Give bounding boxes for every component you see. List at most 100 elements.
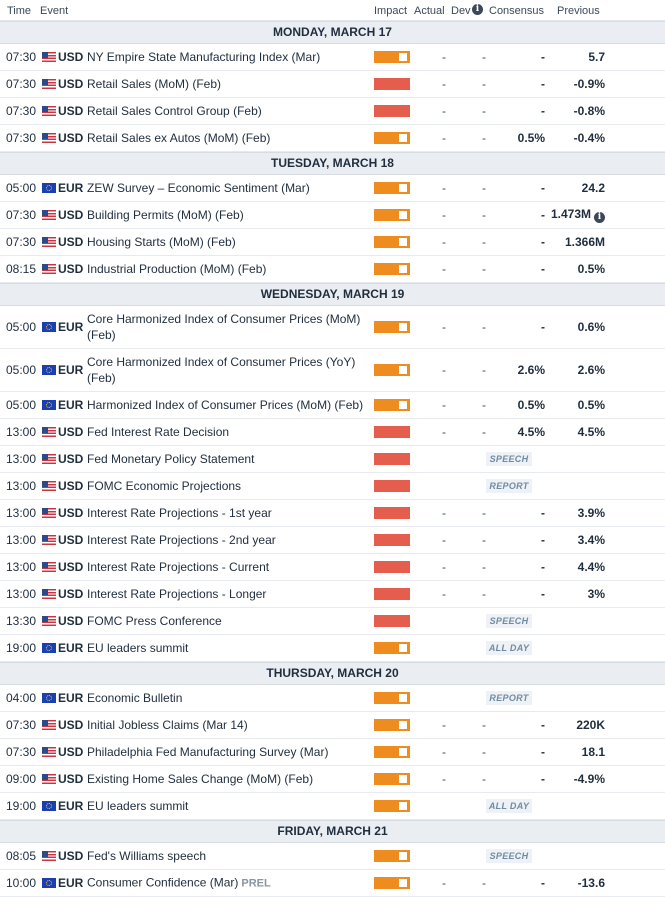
event-name[interactable]: Housing Starts (MoM) (Feb) <box>87 234 367 250</box>
event-row[interactable]: 13:00 USD Interest Rate Projections - 1st … <box>0 500 665 527</box>
event-name-text[interactable]: Industrial Production (MoM) (Feb) <box>87 262 267 276</box>
event-row[interactable]: 10:00 EUR Consumer Confidence (Mar) PREL - - -… <box>0 870 665 897</box>
event-row[interactable]: 05:00 EUR Core Harmonized Index of Consume… <box>0 306 665 349</box>
event-name-text[interactable]: Consumer Confidence (Mar) <box>87 875 239 890</box>
event-row[interactable]: 13:00 USD FOMC Economic Projections REPORT <box>0 473 665 500</box>
column-previous[interactable]: Previous <box>557 5 600 17</box>
event-name[interactable]: Industrial Production (MoM) (Feb) <box>87 261 367 277</box>
dev-value: - <box>482 718 486 732</box>
event-name-text[interactable]: Interest Rate Projections - 2nd year <box>87 533 276 547</box>
event-name-text[interactable]: Fed Interest Rate Decision <box>87 425 230 439</box>
event-name-text[interactable]: Fed's Williams speech <box>87 849 206 863</box>
dev-value: - <box>482 560 486 574</box>
event-name-text[interactable]: Philadelphia Fed Manufacturing Survey (M… <box>87 745 329 759</box>
event-row[interactable]: 19:00 EUR EU leaders summit ALL DAY <box>0 793 665 820</box>
event-name[interactable]: Interest Rate Projections - 1st year <box>87 505 367 521</box>
event-row[interactable]: 07:30 USD NY Empire State Manufacturing In… <box>0 44 665 71</box>
event-row[interactable]: 19:00 EUR EU leaders summit ALL DAY <box>0 635 665 662</box>
revised-info-icon[interactable]: i <box>594 212 605 223</box>
us-flag-icon <box>42 720 56 730</box>
event-name[interactable]: Interest Rate Projections - Longer <box>87 586 367 602</box>
event-row[interactable]: 05:00 EUR Harmonized Index of Consumer Pri… <box>0 392 665 419</box>
event-name[interactable]: Core Harmonized Index of Consumer Prices… <box>87 354 367 386</box>
event-name-text[interactable]: FOMC Economic Projections <box>87 479 242 493</box>
event-name[interactable]: Consumer Confidence (Mar) PREL <box>87 875 367 892</box>
column-event[interactable]: Event <box>40 5 69 17</box>
event-row[interactable]: 13:30 USD FOMC Press Conference SPEECH <box>0 608 665 635</box>
event-name[interactable]: Retail Sales (MoM) (Feb) <box>87 76 367 92</box>
event-name-text[interactable]: Retail Sales (MoM) (Feb) <box>87 77 222 91</box>
column-consensus[interactable]: Consensus <box>489 5 545 17</box>
event-name[interactable]: Philadelphia Fed Manufacturing Survey (M… <box>87 744 367 760</box>
event-name-text[interactable]: Building Permits (MoM) (Feb) <box>87 208 244 222</box>
event-row[interactable]: 07:30 USD Building Permits (MoM) (Feb) - - -1… <box>0 202 665 229</box>
event-name-text[interactable]: Interest Rate Projections - 1st year <box>87 506 272 520</box>
event-tag-speech: SPEECH <box>486 849 532 863</box>
event-name-text[interactable]: FOMC Press Conference <box>87 614 222 628</box>
event-name[interactable]: Existing Home Sales Change (MoM) (Feb) <box>87 771 367 787</box>
dev-info-icon[interactable]: i <box>472 4 483 15</box>
event-name-text[interactable]: Retail Sales Control Group (Feb) <box>87 104 262 118</box>
event-name[interactable]: Building Permits (MoM) (Feb) <box>87 207 367 223</box>
event-name-text[interactable]: NY Empire State Manufacturing Index (Mar… <box>87 50 321 64</box>
event-row[interactable]: 08:15 USD Industrial Production (MoM) (Feb… <box>0 256 665 283</box>
event-row[interactable]: 07:30 USD Housing Starts (MoM) (Feb) - - - 1.3… <box>0 229 665 256</box>
event-name-text[interactable]: EU leaders summit <box>87 799 189 813</box>
event-name[interactable]: FOMC Economic Projections <box>87 478 367 494</box>
event-row[interactable]: 07:30 USD Retail Sales (MoM) (Feb) - - - -0.9% <box>0 71 665 98</box>
event-row[interactable]: 13:00 USD Interest Rate Projections - 2nd … <box>0 527 665 554</box>
event-row[interactable]: 09:00 USD Existing Home Sales Change (MoM)… <box>0 766 665 793</box>
event-currency: EUR <box>58 181 84 195</box>
event-row[interactable]: 13:00 USD Interest Rate Projections - Curr… <box>0 554 665 581</box>
event-name[interactable]: FOMC Press Conference <box>87 613 367 629</box>
event-row[interactable]: 07:30 USD Initial Jobless Claims (Mar 14) -… <box>0 712 665 739</box>
impact-high-bar <box>374 561 410 573</box>
event-row[interactable]: 07:30 USD Retail Sales ex Autos (MoM) (Feb… <box>0 125 665 152</box>
event-name-text[interactable]: Core Harmonized Index of Consumer Prices… <box>87 312 361 342</box>
event-row[interactable]: 08:05 USD Fed's Williams speech SPEECH <box>0 843 665 870</box>
event-name[interactable]: Initial Jobless Claims (Mar 14) <box>87 717 367 733</box>
event-name-text[interactable]: Retail Sales ex Autos (MoM) (Feb) <box>87 131 271 145</box>
event-name-text[interactable]: EU leaders summit <box>87 641 189 655</box>
event-name[interactable]: Interest Rate Projections - Current <box>87 559 367 575</box>
event-name[interactable]: Economic Bulletin <box>87 690 367 706</box>
event-name-text[interactable]: ZEW Survey – Economic Sentiment (Mar) <box>87 181 310 195</box>
event-name[interactable]: Retail Sales Control Group (Feb) <box>87 103 367 119</box>
event-time: 08:15 <box>6 262 37 276</box>
event-name-text[interactable]: Housing Starts (MoM) (Feb) <box>87 235 236 249</box>
event-time: 07:30 <box>6 104 37 118</box>
event-name-text[interactable]: Initial Jobless Claims (Mar 14) <box>87 718 248 732</box>
event-name[interactable]: NY Empire State Manufacturing Index (Mar… <box>87 49 367 65</box>
column-dev[interactable]: Dev <box>451 5 471 17</box>
column-time[interactable]: Time <box>7 5 32 17</box>
event-name-text[interactable]: Core Harmonized Index of Consumer Prices… <box>87 355 356 385</box>
event-row[interactable]: 07:30 USD Retail Sales Control Group (Feb)… <box>0 98 665 125</box>
event-name[interactable]: Retail Sales ex Autos (MoM) (Feb) <box>87 130 367 146</box>
event-name[interactable]: ZEW Survey – Economic Sentiment (Mar) <box>87 180 367 196</box>
event-row[interactable]: 13:00 USD Fed Monetary Policy Statement SPE… <box>0 446 665 473</box>
event-name[interactable]: Fed's Williams speech <box>87 848 367 864</box>
event-name[interactable]: EU leaders summit <box>87 798 367 814</box>
event-row[interactable]: 04:00 EUR Economic Bulletin REPORT <box>0 685 665 712</box>
event-name[interactable]: Interest Rate Projections - 2nd year <box>87 532 367 548</box>
event-name-text[interactable]: Harmonized Index of Consumer Prices (MoM… <box>87 398 364 412</box>
event-name[interactable]: Harmonized Index of Consumer Prices (MoM… <box>87 397 367 413</box>
column-actual[interactable]: Actual <box>414 5 445 17</box>
event-name-text[interactable]: Fed Monetary Policy Statement <box>87 452 255 466</box>
event-name[interactable]: Fed Monetary Policy Statement <box>87 451 367 467</box>
event-name-text[interactable]: Existing Home Sales Change (MoM) (Feb) <box>87 772 314 786</box>
event-name[interactable]: EU leaders summit <box>87 640 367 656</box>
previous-value-text: 18.1 <box>581 745 605 759</box>
event-name-text[interactable]: Economic Bulletin <box>87 691 183 705</box>
event-name-text[interactable]: Interest Rate Projections - Longer <box>87 587 267 601</box>
event-row[interactable]: 05:00 EUR Core Harmonized Index of Consume… <box>0 349 665 392</box>
event-row[interactable]: 13:00 USD Fed Interest Rate Decision - - 4.5%… <box>0 419 665 446</box>
column-impact[interactable]: Impact <box>374 5 408 17</box>
event-row[interactable]: 05:00 EUR ZEW Survey – Economic Sentiment … <box>0 175 665 202</box>
event-name-text[interactable]: Interest Rate Projections - Current <box>87 560 270 574</box>
event-name[interactable]: Fed Interest Rate Decision <box>87 424 367 440</box>
event-name[interactable]: Core Harmonized Index of Consumer Prices… <box>87 311 367 343</box>
event-currency: USD <box>58 235 84 249</box>
event-row[interactable]: 07:30 USD Philadelphia Fed Manufacturing S… <box>0 739 665 766</box>
event-row[interactable]: 13:00 USD Interest Rate Projections - Long… <box>0 581 665 608</box>
